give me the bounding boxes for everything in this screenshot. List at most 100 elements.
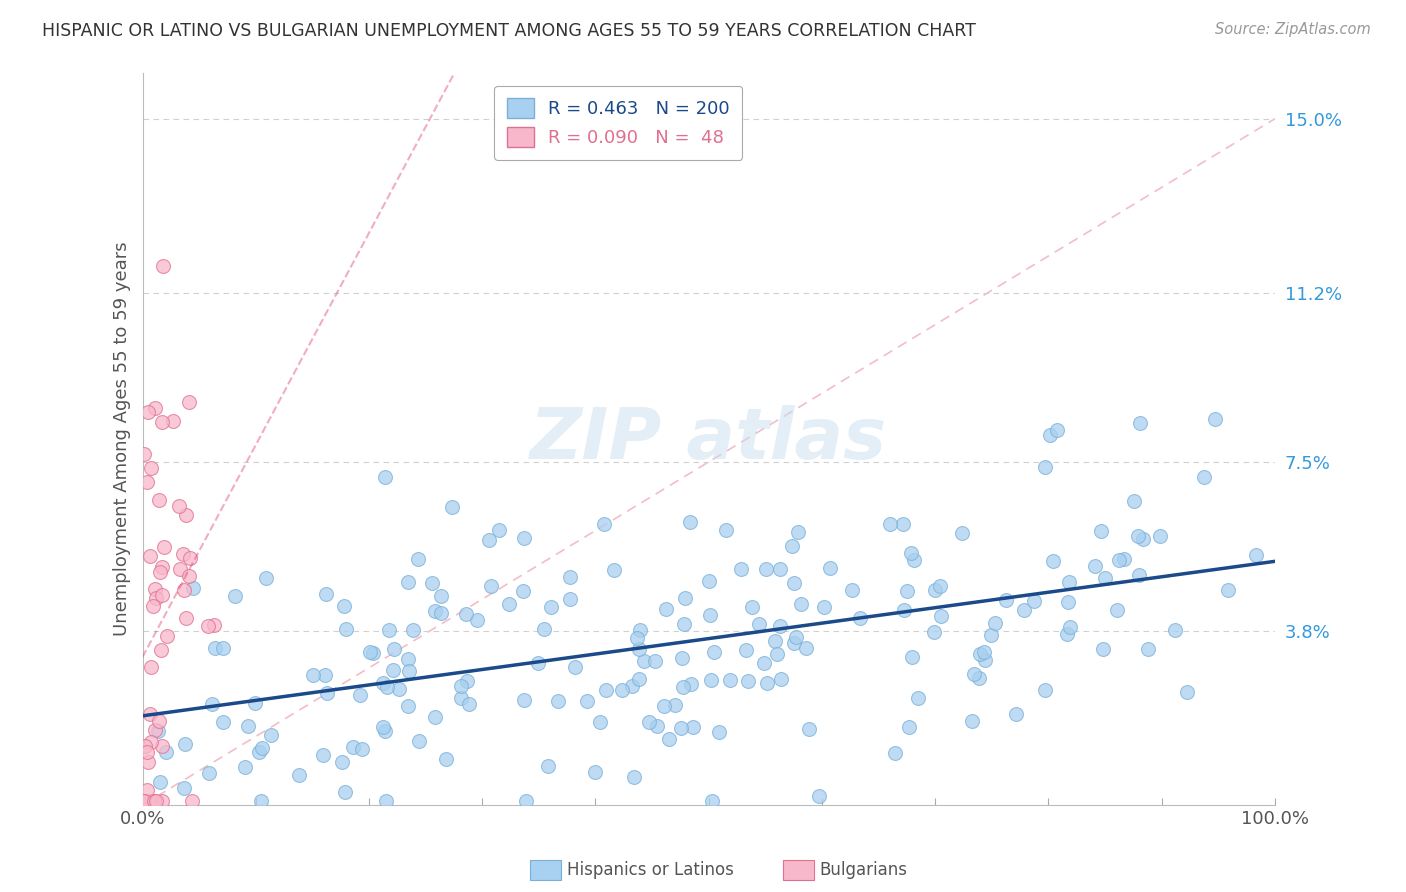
Point — [173, 780, 195, 795]
Point — [907, 690, 929, 705]
Point — [233, 760, 256, 774]
Point — [155, 745, 177, 759]
Point — [638, 714, 661, 729]
Point — [703, 645, 725, 659]
Point — [679, 677, 702, 691]
Point — [136, 783, 159, 797]
Point — [960, 714, 983, 729]
Point — [973, 645, 995, 659]
Point — [1164, 623, 1187, 637]
Point — [136, 405, 159, 419]
Point — [893, 516, 915, 531]
Point — [197, 618, 219, 632]
Point — [174, 508, 197, 523]
Point — [141, 793, 163, 807]
Point — [1004, 706, 1026, 721]
Point — [808, 789, 831, 804]
Point — [513, 531, 536, 545]
Point — [737, 673, 759, 688]
Point — [136, 745, 159, 759]
Point — [627, 673, 650, 687]
Point — [396, 574, 419, 589]
Text: Hispanics or Latinos: Hispanics or Latinos — [567, 861, 734, 879]
Point — [212, 641, 235, 656]
Point — [969, 647, 991, 661]
Point — [148, 724, 170, 739]
Point — [513, 692, 536, 706]
Point — [150, 560, 173, 574]
Point — [423, 604, 446, 618]
Point — [797, 723, 820, 737]
Text: Source: ZipAtlas.com: Source: ZipAtlas.com — [1215, 22, 1371, 37]
Point — [537, 758, 560, 772]
Point — [333, 784, 356, 798]
Point — [1112, 551, 1135, 566]
Point — [900, 649, 922, 664]
Point — [595, 682, 617, 697]
Point — [995, 593, 1018, 607]
Point — [897, 720, 920, 734]
Point — [560, 591, 582, 606]
Point — [1022, 594, 1045, 608]
Point — [172, 547, 194, 561]
Point — [150, 415, 173, 429]
Point — [179, 569, 201, 583]
Point — [512, 584, 534, 599]
Point — [396, 698, 419, 713]
Point — [794, 640, 817, 655]
Point — [526, 656, 548, 670]
Point — [148, 714, 170, 728]
Point — [143, 723, 166, 738]
Point — [763, 634, 786, 648]
Point — [373, 469, 395, 483]
Point — [884, 746, 907, 760]
Point — [382, 642, 405, 657]
Point — [782, 575, 804, 590]
Point — [973, 652, 995, 666]
Point — [697, 574, 720, 588]
Point — [458, 698, 481, 712]
Point — [593, 517, 616, 532]
Text: HISPANIC OR LATINO VS BULGARIAN UNEMPLOYMENT AMONG AGES 55 TO 59 YEARS CORRELATI: HISPANIC OR LATINO VS BULGARIAN UNEMPLOY… — [42, 22, 976, 40]
Point — [440, 500, 463, 515]
Point — [162, 413, 184, 427]
Point — [142, 793, 165, 807]
Point — [755, 675, 778, 690]
Point — [1175, 684, 1198, 698]
Point — [131, 793, 153, 807]
Point — [145, 591, 167, 605]
Point — [633, 654, 655, 668]
Point — [980, 628, 1002, 642]
Point — [1057, 595, 1080, 609]
Point — [479, 579, 502, 593]
Point — [378, 623, 401, 637]
Point — [1126, 529, 1149, 543]
Point — [789, 597, 811, 611]
Point — [142, 599, 165, 613]
Point — [903, 553, 925, 567]
Point — [671, 680, 693, 694]
Point — [628, 624, 651, 638]
Point — [603, 563, 626, 577]
Point — [156, 628, 179, 642]
Point — [177, 394, 200, 409]
Point — [224, 589, 246, 603]
Point — [423, 710, 446, 724]
Point — [699, 608, 721, 623]
Point — [652, 699, 675, 714]
Point — [785, 630, 807, 644]
Point — [1033, 682, 1056, 697]
Point — [314, 667, 336, 681]
Point — [349, 688, 371, 702]
Point — [361, 646, 384, 660]
Point — [700, 673, 723, 688]
Legend: R = 0.463   N = 200, R = 0.090   N =  48: R = 0.463 N = 200, R = 0.090 N = 48 — [494, 86, 742, 160]
Point — [718, 673, 741, 688]
Point — [1108, 553, 1130, 567]
Point — [1092, 641, 1115, 656]
Point — [1128, 568, 1150, 582]
Point — [564, 660, 586, 674]
Point — [560, 570, 582, 584]
Point — [254, 571, 277, 585]
Point — [769, 562, 792, 576]
